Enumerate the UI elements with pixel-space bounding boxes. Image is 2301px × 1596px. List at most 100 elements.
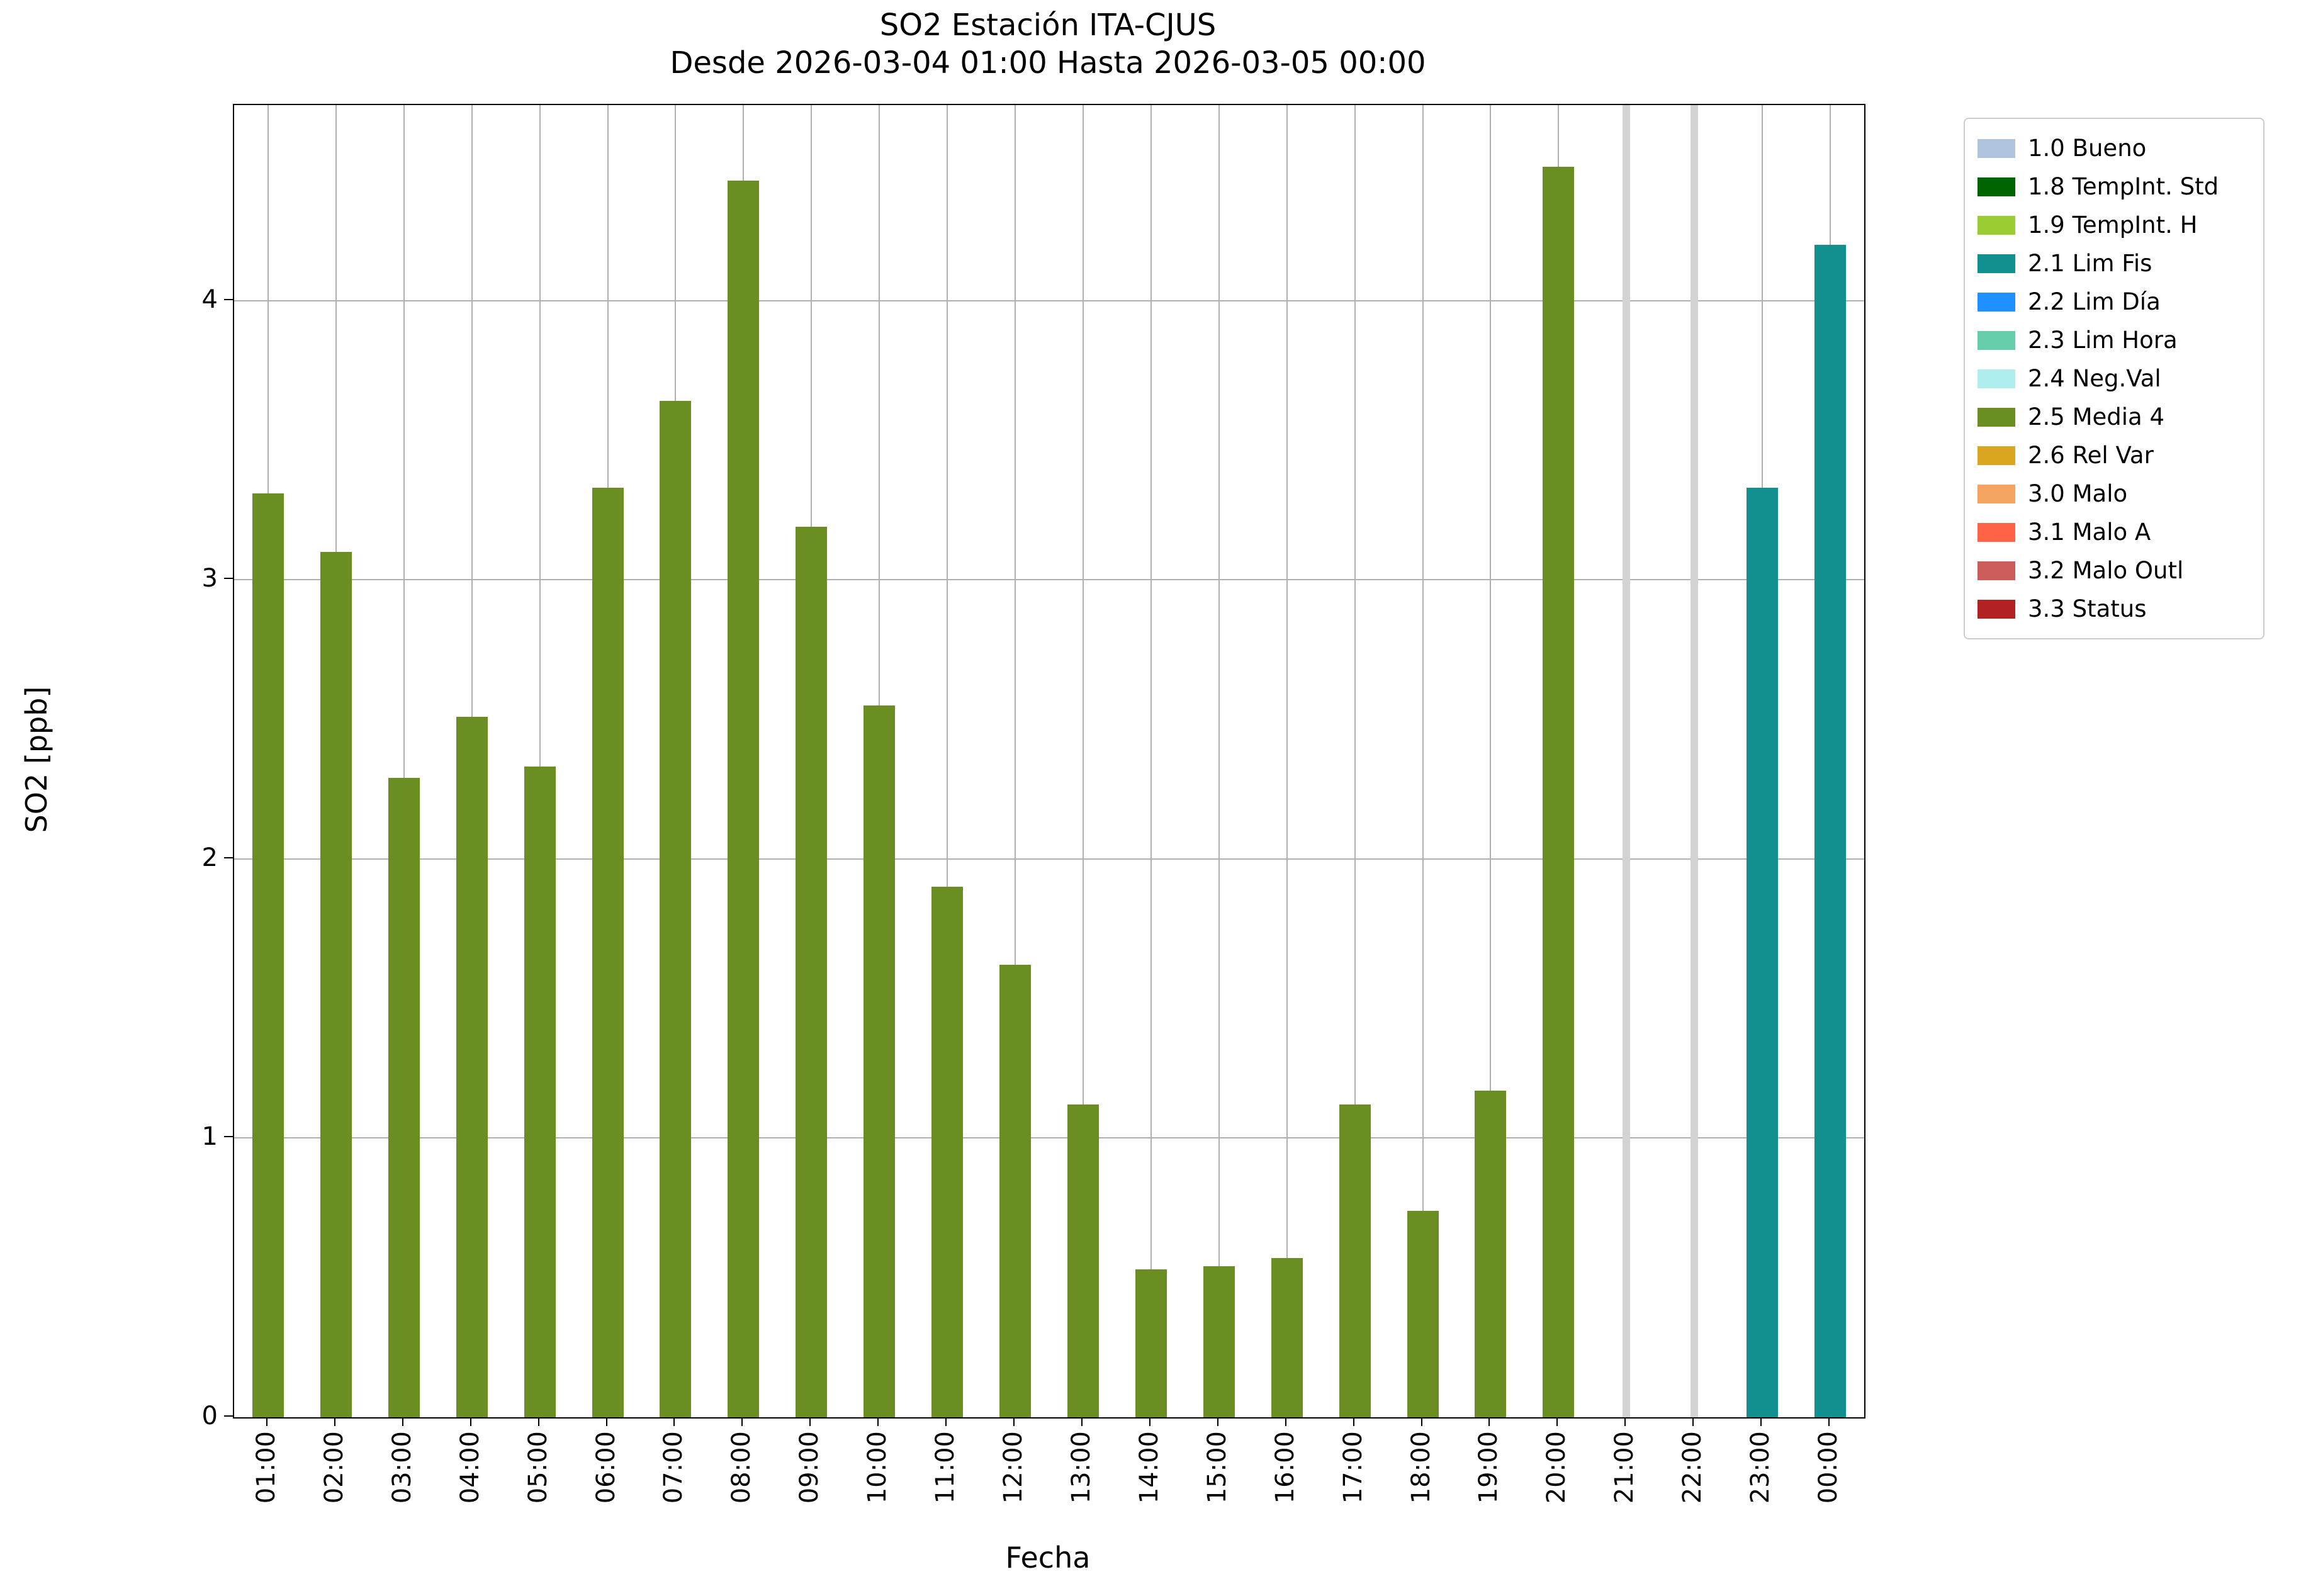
bar-0800 bbox=[728, 181, 759, 1417]
x-tick-label: 06:00 bbox=[591, 1431, 621, 1504]
x-tick-label: 12:00 bbox=[999, 1431, 1028, 1504]
bar-1800 bbox=[1407, 1211, 1439, 1417]
legend-item-label: 3.2 Malo Outl bbox=[2028, 557, 2184, 584]
legend-swatch bbox=[1978, 484, 2015, 503]
legend-item-label: 2.1 Lim Fis bbox=[2028, 250, 2152, 277]
x-gridline bbox=[1490, 105, 1492, 1417]
legend-item: 1.9 TempInt. H bbox=[1978, 206, 2251, 244]
legend-swatch bbox=[1978, 254, 2015, 273]
bar-0400 bbox=[456, 717, 488, 1417]
x-tick-label: 16:00 bbox=[1270, 1431, 1300, 1504]
y-tick-label: 0 bbox=[201, 1402, 218, 1430]
y-gridline bbox=[234, 579, 1864, 581]
chart-title: SO2 Estación ITA-CJUS Desde 2026-03-04 0… bbox=[233, 6, 1863, 82]
x-tick-label: 05:00 bbox=[523, 1431, 553, 1504]
x-tick-mark bbox=[1488, 1417, 1490, 1426]
legend-item-label: 3.1 Malo A bbox=[2028, 519, 2151, 546]
x-tick-label: 22:00 bbox=[1678, 1431, 1707, 1504]
x-tick-label: 09:00 bbox=[795, 1431, 824, 1504]
y-gridline bbox=[234, 1137, 1864, 1139]
x-tick-mark bbox=[945, 1417, 947, 1426]
x-tick-mark bbox=[741, 1417, 743, 1426]
x-tick-label: 20:00 bbox=[1542, 1431, 1572, 1504]
legend-item: 3.1 Malo A bbox=[1978, 513, 2251, 551]
legend-item-label: 1.0 Bueno bbox=[2028, 135, 2147, 162]
x-gridline bbox=[1015, 105, 1016, 1417]
legend-swatch bbox=[1978, 138, 2015, 158]
legend-swatch bbox=[1978, 292, 2015, 312]
legend-item: 2.1 Lim Fis bbox=[1978, 244, 2251, 283]
x-tick-mark bbox=[1217, 1417, 1218, 1426]
x-tick-mark bbox=[877, 1417, 879, 1426]
x-tick-label: 23:00 bbox=[1746, 1431, 1775, 1504]
x-tick-mark bbox=[1692, 1417, 1694, 1426]
legend-item-label: 2.4 Neg.Val bbox=[2028, 365, 2161, 392]
x-tick-label: 18:00 bbox=[1406, 1431, 1436, 1504]
bar-1600 bbox=[1271, 1258, 1303, 1417]
x-tick-label: 02:00 bbox=[319, 1431, 349, 1504]
x-tick-mark bbox=[266, 1417, 267, 1426]
x-tick-label: 17:00 bbox=[1338, 1431, 1368, 1504]
bar-1300 bbox=[1067, 1104, 1099, 1417]
legend-item-label: 3.3 Status bbox=[2028, 595, 2147, 622]
bar-0300 bbox=[388, 778, 420, 1417]
x-tick-label: 21:00 bbox=[1610, 1431, 1640, 1504]
legend-swatch bbox=[1978, 561, 2015, 580]
legend-item: 1.8 TempInt. Std bbox=[1978, 167, 2251, 206]
x-gridline bbox=[1354, 105, 1356, 1417]
x-tick-mark bbox=[1421, 1417, 1422, 1426]
legend-swatch bbox=[1978, 330, 2015, 350]
x-axis-title: Fecha bbox=[1005, 1541, 1091, 1575]
x-tick-mark bbox=[1149, 1417, 1150, 1426]
legend-item-label: 3.0 Malo bbox=[2028, 480, 2128, 507]
legend-item-label: 2.3 Lim Hora bbox=[2028, 327, 2178, 354]
x-tick-label: 04:00 bbox=[455, 1431, 485, 1504]
x-gridline bbox=[947, 105, 948, 1417]
x-tick-mark bbox=[605, 1417, 607, 1426]
y-gridline bbox=[234, 858, 1864, 860]
x-tick-mark bbox=[1285, 1417, 1286, 1426]
x-tick-label: 11:00 bbox=[931, 1431, 960, 1504]
bar-0700 bbox=[660, 401, 691, 1417]
bar-1100 bbox=[931, 887, 963, 1417]
x-gridline bbox=[1150, 105, 1152, 1417]
legend-item-label: 2.6 Rel Var bbox=[2028, 442, 2154, 469]
bar-1700 bbox=[1339, 1104, 1371, 1417]
legend-item: 3.3 Status bbox=[1978, 590, 2251, 628]
y-tick-mark bbox=[224, 1136, 233, 1138]
legend-item: 3.2 Malo Outl bbox=[1978, 551, 2251, 590]
x-tick-mark bbox=[809, 1417, 811, 1426]
x-tick-mark bbox=[1013, 1417, 1015, 1426]
bar-0100 bbox=[252, 493, 284, 1417]
x-tick-mark bbox=[334, 1417, 335, 1426]
x-tick-mark bbox=[1624, 1417, 1626, 1426]
legend: 1.0 Bueno 1.8 TempInt. Std 1.9 TempInt. H 2… bbox=[1964, 118, 2264, 639]
x-tick-mark bbox=[1353, 1417, 1354, 1426]
legend-swatch bbox=[1978, 522, 2015, 542]
chart-title-line2: Desde 2026-03-04 01:00 Hasta 2026-03-05 … bbox=[670, 45, 1426, 81]
x-gridline bbox=[1218, 105, 1220, 1417]
x-tick-mark bbox=[1760, 1417, 1762, 1426]
bar-2000 bbox=[1543, 167, 1574, 1417]
x-tick-label: 13:00 bbox=[1066, 1431, 1096, 1504]
legend-item: 2.6 Rel Var bbox=[1978, 436, 2251, 475]
y-tick-mark bbox=[224, 857, 233, 858]
x-tick-label: 14:00 bbox=[1134, 1431, 1164, 1504]
bar-0500 bbox=[524, 767, 556, 1417]
y-gridline bbox=[234, 300, 1864, 301]
plot-area bbox=[233, 104, 1865, 1419]
legend-item: 1.0 Bueno bbox=[1978, 129, 2251, 167]
x-tick-label: 00:00 bbox=[1814, 1431, 1843, 1504]
legend-swatch bbox=[1978, 369, 2015, 388]
y-tick-label: 3 bbox=[201, 564, 218, 593]
x-tick-label: 08:00 bbox=[727, 1431, 757, 1504]
legend-item: 2.3 Lim Hora bbox=[1978, 321, 2251, 359]
legend-swatch bbox=[1978, 407, 2015, 427]
legend-swatch bbox=[1978, 215, 2015, 235]
chart-title-line1: SO2 Estación ITA-CJUS bbox=[879, 8, 1217, 43]
x-tick-label: 10:00 bbox=[863, 1431, 892, 1504]
y-tick-label: 4 bbox=[201, 284, 218, 314]
bar-1200 bbox=[999, 965, 1031, 1417]
y-tick-label: 1 bbox=[201, 1122, 218, 1152]
